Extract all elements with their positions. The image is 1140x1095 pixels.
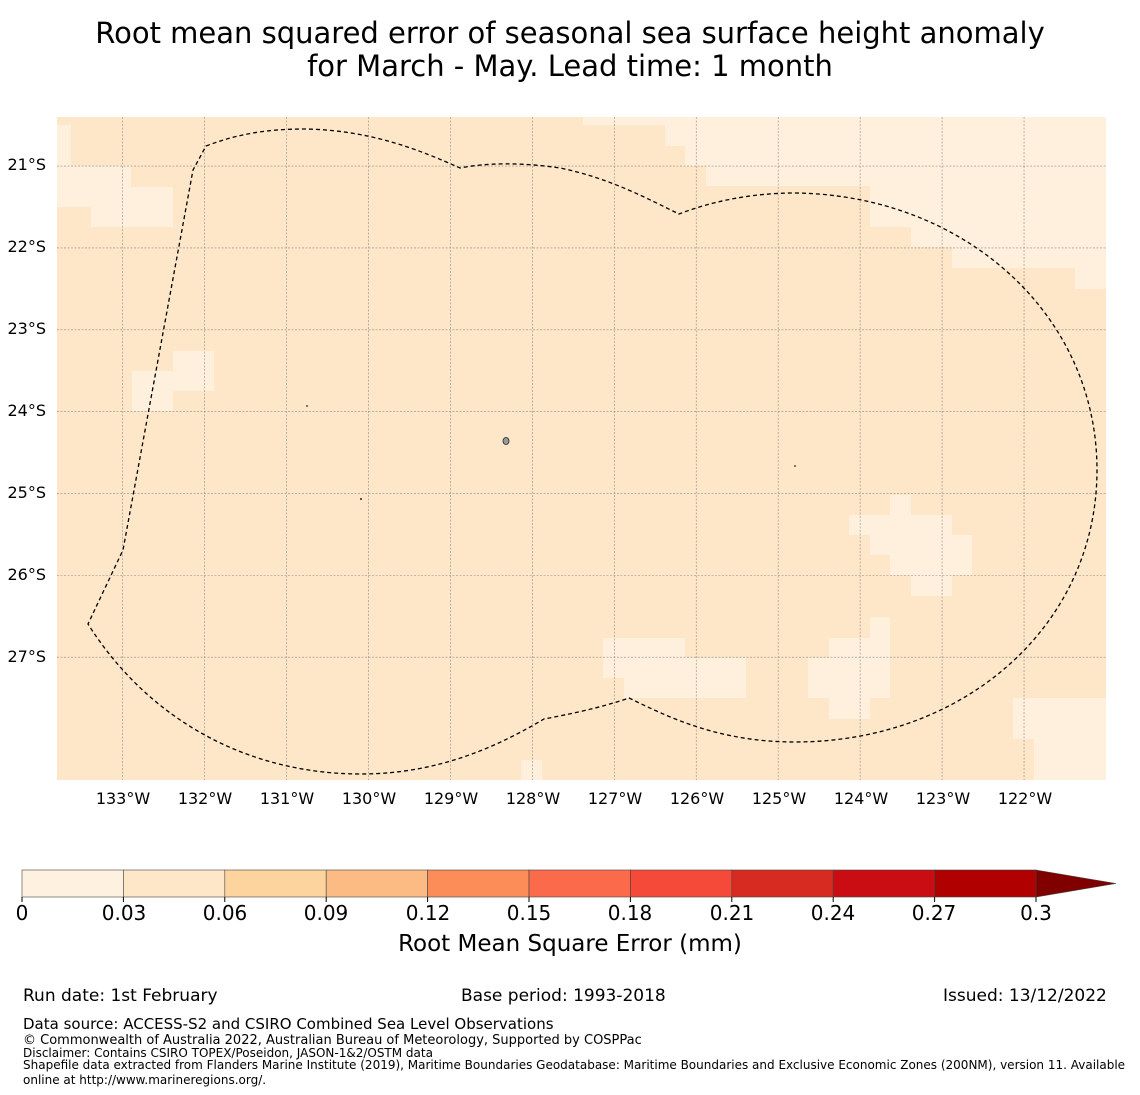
colorbar-segment [832, 869, 935, 898]
lat-label: 25°S [7, 483, 46, 502]
data-source: Data source: ACCESS-S2 and CSIRO Combine… [23, 1015, 554, 1033]
low-rmse-patch [665, 117, 1106, 146]
low-rmse-patch [911, 227, 1106, 247]
lat-label: 21°S [7, 155, 46, 174]
low-rmse-patch [685, 146, 1106, 166]
low-rmse-patches [57, 117, 1106, 780]
lon-label: 130°W [341, 789, 397, 808]
low-rmse-patch [911, 575, 952, 596]
eez-boundary [87, 128, 1098, 775]
low-rmse-patch [829, 698, 870, 719]
lon-label: 122°W [997, 789, 1053, 808]
colorbar-label: Root Mean Square Error (mm) [398, 931, 742, 957]
colorbar-tick: 0 [15, 901, 29, 925]
colorbar-tick: 0.15 [506, 901, 552, 925]
colorbar-tick: 0.06 [202, 901, 248, 925]
colorbar-tick: 0.27 [911, 901, 957, 925]
lon-label: 129°W [423, 789, 479, 808]
lon-label: 123°W [915, 789, 971, 808]
low-rmse-patch [870, 535, 972, 555]
low-rmse-patch [706, 166, 1106, 186]
colorbar-segment [21, 869, 124, 898]
lon-label: 128°W [505, 789, 561, 808]
low-rmse-patch [1013, 698, 1106, 739]
shapefile-credit-line-1: Shapefile data extracted from Flanders M… [23, 1058, 1126, 1072]
colorbar-segment [123, 869, 226, 898]
colorbar-segment [934, 869, 1037, 898]
low-rmse-patch [952, 247, 1106, 268]
lon-label: 125°W [751, 789, 807, 808]
colorbar-tick: 0.18 [607, 901, 653, 925]
lon-label: 124°W [833, 789, 889, 808]
disclaimer: Disclaimer: Contains CSIRO TOPEX/Poseido… [23, 1046, 433, 1060]
island [306, 405, 308, 407]
run-date: Run date: 1st February [23, 986, 218, 1006]
lat-label: 23°S [7, 319, 46, 338]
colorbar-tick: 0.21 [709, 901, 755, 925]
colorbar-segment [630, 869, 733, 898]
lat-label: 27°S [7, 647, 46, 666]
lat-label: 24°S [7, 401, 46, 420]
colorbar [21, 869, 1117, 902]
colorbar-segment [731, 869, 834, 898]
low-rmse-patch [521, 760, 542, 780]
low-rmse-patch [870, 617, 890, 638]
low-rmse-patch [890, 495, 911, 515]
base-period: Base period: 1993-2018 [461, 986, 666, 1006]
low-rmse-patch [91, 187, 173, 227]
island [360, 498, 362, 500]
low-rmse-patch [624, 658, 746, 698]
low-rmse-patch [1034, 739, 1106, 780]
low-rmse-patch [808, 658, 849, 698]
island [502, 437, 510, 445]
low-rmse-patch [132, 371, 173, 411]
low-rmse-patch [870, 186, 1106, 227]
colorbar-segment [224, 869, 327, 898]
colorbar-extend-arrow [1035, 869, 1117, 898]
low-rmse-patch [583, 117, 665, 125]
colorbar-segment [325, 869, 428, 898]
lon-label: 126°W [669, 789, 725, 808]
lat-label: 22°S [7, 237, 46, 256]
low-rmse-patch [1075, 268, 1106, 289]
low-rmse-patch [890, 555, 972, 575]
colorbar-segment [427, 869, 530, 898]
colorbar-tick: 0.3 [1020, 901, 1052, 925]
map-plot [57, 117, 1106, 780]
colorbar-tick: 0.03 [101, 901, 147, 925]
colorbar-segment [528, 869, 631, 898]
lon-label: 133°W [95, 789, 151, 808]
lon-label: 131°W [259, 789, 315, 808]
lat-label: 26°S [7, 565, 46, 584]
colorbar-tick: 0.09 [303, 901, 349, 925]
copyright: © Commonwealth of Australia 2022, Austra… [23, 1033, 642, 1048]
colorbar-tick: 0.24 [810, 901, 856, 925]
lon-label: 127°W [587, 789, 643, 808]
chart-title-line-1: Root mean squared error of seasonal sea … [95, 16, 1045, 50]
low-rmse-patch [849, 515, 952, 535]
shapefile-credit-line-2: online at http://www.marineregions.org/. [23, 1073, 267, 1087]
issued-date: Issued: 13/12/2022 [943, 986, 1107, 1006]
island [794, 465, 796, 467]
lon-label: 132°W [177, 789, 233, 808]
colorbar-tick: 0.12 [405, 901, 451, 925]
low-rmse-patch [173, 351, 214, 391]
chart-title-line-2: for March - May. Lead time: 1 month [307, 49, 833, 83]
map-gridlines [57, 117, 1106, 780]
